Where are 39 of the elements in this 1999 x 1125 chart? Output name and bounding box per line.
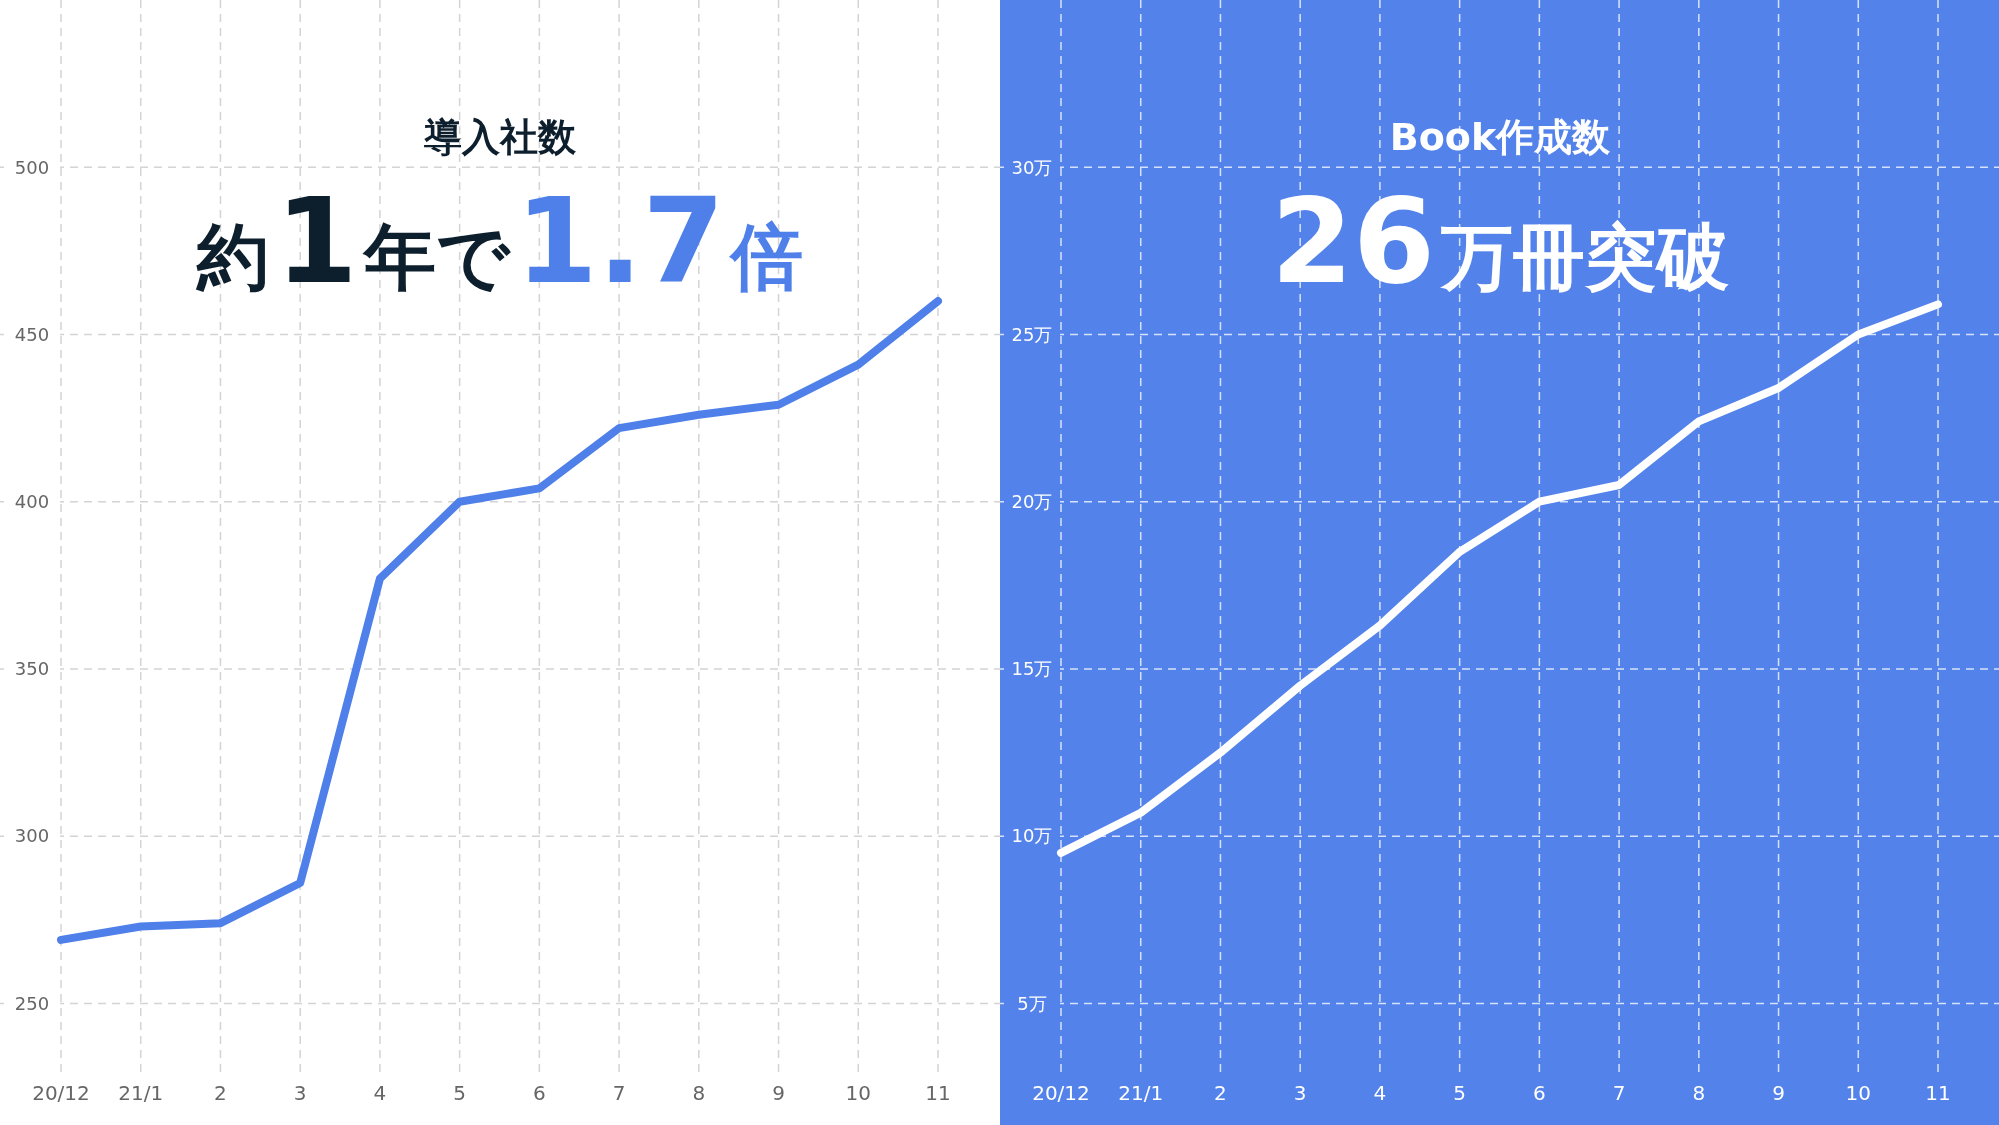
x-tick-label: 21/1: [118, 1081, 164, 1105]
y-tick-label: 20万: [1011, 491, 1053, 513]
x-tick-label: 9: [1772, 1081, 1785, 1105]
x-tick-label: 11: [1925, 1081, 1951, 1105]
x-tick-label: 10: [845, 1081, 871, 1105]
x-tick-label: 5: [453, 1081, 466, 1105]
y-tick-label: 500: [14, 156, 50, 178]
text: 26万冊突破: [1270, 172, 1730, 310]
x-tick-label: 3: [293, 1081, 307, 1105]
y-tick-label: 15万: [1011, 658, 1053, 680]
y-tick-label: 30万: [1011, 156, 1053, 178]
x-tick-label: 3: [1293, 1081, 1307, 1105]
x-tick-label: 6: [533, 1081, 546, 1105]
x-tick-label: 4: [373, 1081, 387, 1105]
x-tick-label: 5: [1453, 1081, 1466, 1105]
x-tick-label: 2: [214, 1081, 227, 1105]
x-tick-label: 8: [1692, 1081, 1706, 1105]
x-tick-label: 7: [1612, 1081, 1626, 1105]
y-tick-label: 5万: [1017, 992, 1047, 1014]
y-tick-label: 250: [14, 992, 50, 1014]
x-tick-label: 4: [1373, 1081, 1387, 1105]
x-tick-label: 6: [1533, 1081, 1546, 1105]
x-tick-label: 11: [925, 1081, 951, 1105]
y-tick-label: 350: [14, 658, 50, 680]
y-tick-label: 400: [14, 491, 50, 513]
x-tick-label: 20/12: [32, 1081, 90, 1105]
x-tick-label: 9: [772, 1081, 785, 1105]
x-tick-label: 10: [1845, 1081, 1871, 1105]
text: Book作成数: [1389, 115, 1612, 159]
y-tick-label: 10万: [1011, 825, 1053, 847]
x-tick-label: 20/12: [1032, 1081, 1090, 1105]
text: 導入社数: [423, 115, 577, 159]
y-tick-label: 300: [14, 825, 50, 847]
x-tick-label: 21/1: [1118, 1081, 1164, 1105]
y-tick-label: 25万: [1011, 323, 1053, 345]
y-tick-label: 450: [14, 323, 50, 345]
x-tick-label: 2: [1214, 1081, 1227, 1105]
x-tick-label: 8: [692, 1081, 706, 1105]
x-tick-label: 7: [612, 1081, 626, 1105]
